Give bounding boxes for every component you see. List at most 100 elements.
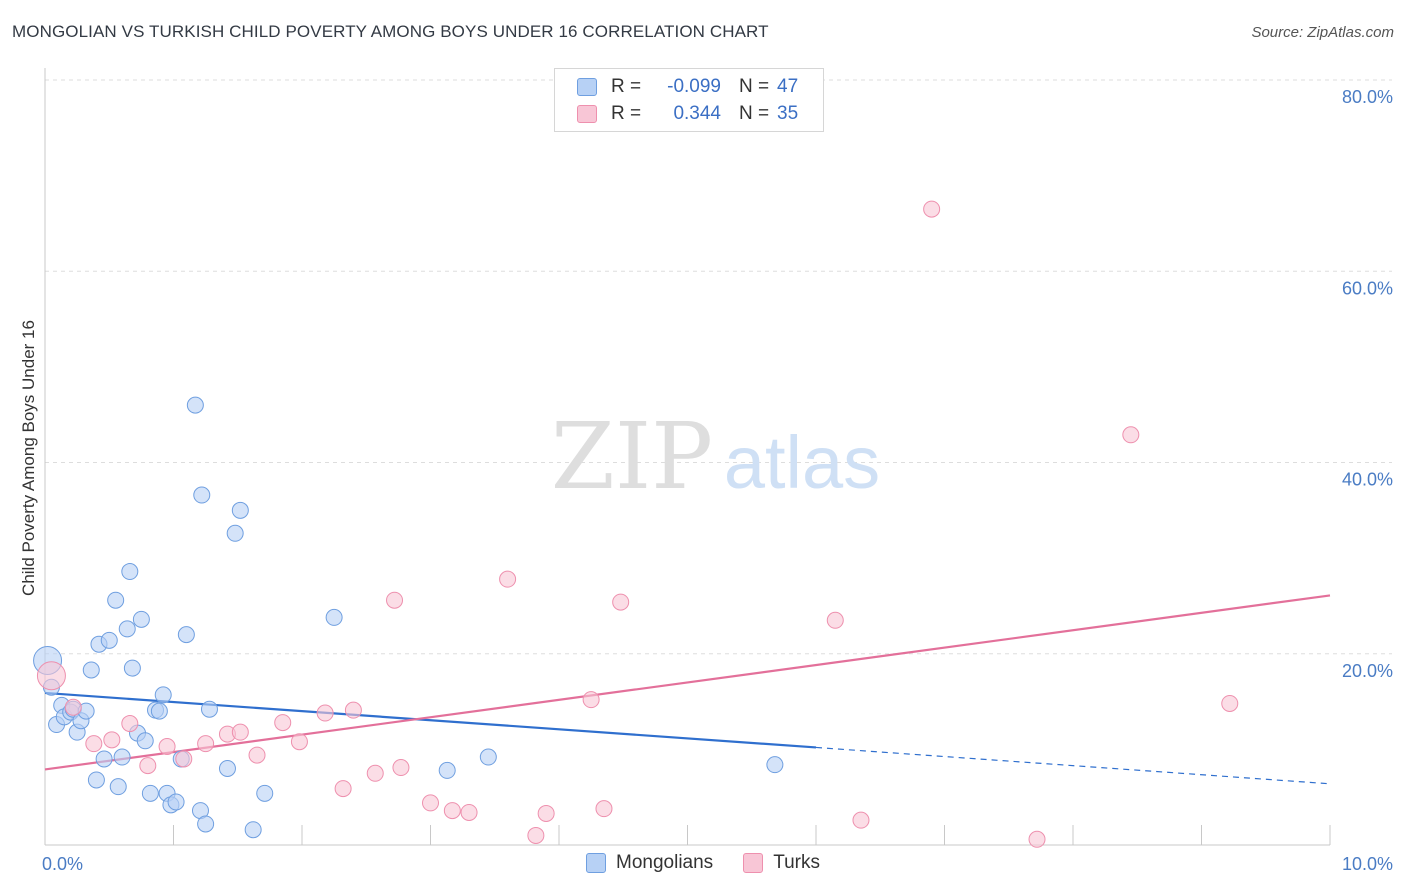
source-label: Source: ZipAtlas.com	[1251, 24, 1394, 41]
point-turks	[290, 733, 308, 751]
point-turks	[103, 731, 121, 749]
point-mongolians	[231, 501, 249, 519]
point-mongolians	[256, 784, 274, 802]
legend-swatch-mongolians	[577, 78, 597, 96]
x-tick-label: 10.0%	[1342, 854, 1393, 874]
point-mongolians	[136, 732, 154, 750]
point-mongolians	[325, 608, 343, 626]
legend-swatch-turks	[743, 853, 764, 873]
point-mongolians	[438, 761, 456, 779]
point-mongolians	[109, 778, 127, 796]
point-mongolians	[197, 815, 215, 833]
point-mongolians	[82, 661, 100, 679]
trend-line-turks	[44, 594, 1331, 771]
point-turks	[537, 804, 555, 822]
point-mongolians	[766, 756, 784, 774]
point-mongolians	[132, 610, 150, 628]
point-turks	[1221, 694, 1239, 712]
point-mongolians	[118, 620, 136, 638]
trend-line-extension-mongolians	[815, 746, 1331, 785]
point-turks	[1028, 830, 1046, 848]
point-turks	[443, 802, 461, 820]
point-mongolians	[218, 760, 236, 777]
legend-label-turks: Turks	[773, 852, 820, 873]
point-turks	[175, 750, 193, 768]
point-turks	[826, 611, 844, 629]
chart-title: MONGOLIAN VS TURKISH CHILD POVERTY AMONG…	[12, 22, 769, 41]
point-mongolians	[150, 702, 168, 720]
point-turks	[582, 691, 600, 709]
point-turks	[158, 738, 176, 756]
legend-r-value: 0.344	[673, 103, 721, 124]
point-turks	[595, 800, 613, 818]
legend-r-label: R =	[611, 76, 642, 97]
point-mongolians	[167, 793, 185, 811]
point-turks	[274, 714, 292, 732]
legend-n-value: 47	[777, 76, 799, 97]
y-tick-label: 40.0%	[1342, 470, 1393, 490]
point-turks	[231, 723, 249, 741]
point-mongolians	[141, 784, 159, 802]
point-turks	[460, 803, 478, 821]
point-turks	[499, 570, 517, 588]
point-mongolians	[200, 700, 218, 718]
point-mongolians	[193, 486, 211, 504]
y-tick-label: 60.0%	[1342, 278, 1393, 298]
point-mongolians	[113, 748, 131, 766]
y-tick-label: 20.0%	[1342, 661, 1393, 681]
point-turks	[852, 811, 870, 829]
watermark-zip: ZIP	[551, 403, 713, 510]
point-turks	[197, 735, 215, 753]
trend-line-mongolians	[44, 691, 817, 749]
legend-item-mongolians[interactable]: Mongolians	[586, 852, 713, 874]
point-turks	[1122, 426, 1140, 444]
legend-swatch-mongolians	[586, 853, 607, 873]
point-turks	[422, 794, 439, 812]
axes	[44, 68, 1331, 846]
x-tick-label: 0.0%	[42, 854, 83, 874]
watermark: ZIP atlas	[551, 403, 880, 510]
point-turks	[923, 200, 941, 218]
point-turks	[386, 591, 404, 609]
point-turks	[139, 757, 157, 775]
stats-legend: R = -0.099 N = 47 R = 0.344 N = 35	[554, 68, 824, 132]
legend-swatch-turks	[577, 105, 597, 123]
point-turks	[316, 704, 334, 722]
point-turks	[527, 826, 545, 844]
point-turks	[392, 759, 410, 777]
legend-n-label: N =	[739, 103, 770, 124]
legend-n-label: N =	[739, 76, 770, 97]
point-turks	[334, 780, 352, 798]
point-mongolians	[121, 563, 139, 581]
point-turks	[85, 735, 103, 753]
data-points	[33, 200, 1239, 848]
point-turks	[248, 746, 266, 764]
legend-label-mongolians: Mongolians	[616, 852, 714, 873]
point-mongolians	[177, 626, 195, 644]
point-turks	[344, 701, 362, 719]
trend-lines	[44, 594, 1331, 785]
tick-labels: 20.0% 40.0% 60.0% 80.0% 0.0% 10.0%	[42, 87, 1393, 874]
point-mongolians	[100, 631, 118, 649]
point-turks	[64, 698, 82, 716]
point-mongolians	[479, 748, 497, 766]
legend-row-turks: R = 0.344 N = 35	[577, 101, 798, 127]
point-turks	[121, 715, 139, 733]
point-mongolians	[107, 591, 125, 609]
legend-n-value: 35	[777, 103, 799, 124]
legend-item-turks[interactable]: Turks	[743, 852, 820, 874]
point-mongolians	[244, 821, 262, 839]
point-turks	[612, 593, 630, 611]
legend-r-value: -0.099	[667, 76, 721, 97]
point-turks	[36, 661, 66, 691]
watermark-atlas: atlas	[724, 421, 880, 504]
grid-lines	[45, 79, 1392, 655]
point-mongolians	[154, 686, 172, 704]
point-mongolians	[95, 750, 113, 768]
y-tick-label: 80.0%	[1342, 87, 1393, 107]
point-mongolians	[123, 659, 141, 677]
point-mongolians	[186, 396, 204, 414]
y-axis-label: Child Poverty Among Boys Under 16	[19, 320, 38, 596]
legend-row-mongolians: R = -0.099 N = 47	[577, 74, 798, 100]
